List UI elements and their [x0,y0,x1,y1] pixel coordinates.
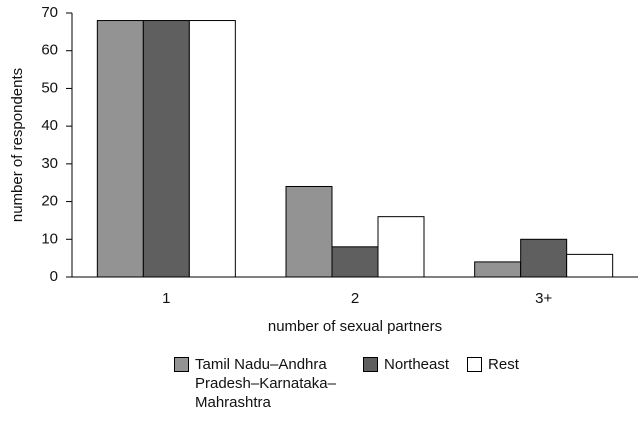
legend-item: Tamil Nadu–Andhra Pradesh–Karnataka–Mahr… [174,355,345,412]
x-tick-label: 1 [162,290,170,307]
bar [566,253,614,278]
bar [520,238,568,278]
bar [96,20,144,278]
x-tick-label: 3+ [535,290,552,307]
bar [377,216,425,278]
y-tick-label: 0 [50,268,58,285]
bar [474,261,522,278]
y-tick-label: 20 [41,193,58,210]
bar [285,185,333,278]
y-tick-label: 70 [41,4,58,21]
legend-label: Northeast [384,356,450,373]
bar [331,246,379,278]
y-tick-label: 60 [41,42,58,59]
y-tick-label: 50 [41,79,58,96]
legend-swatch [363,357,378,372]
legend-label: Rest [488,356,519,373]
legend-item: Rest [467,355,519,412]
legend-swatch [174,357,189,372]
x-tick-label: 2 [351,290,359,307]
y-tick-label: 40 [41,117,58,134]
legend-label: Tamil Nadu–Andhra Pradesh–Karnataka–Mahr… [195,356,336,411]
y-tick-label: 30 [41,155,58,172]
y-tick-label: 10 [41,230,58,247]
y-axis-title: number of respondents [9,68,26,222]
legend-swatch [467,357,483,372]
x-axis-title: number of sexual partners [268,318,442,335]
legend-item: Northeast [363,355,449,412]
legend: Tamil Nadu–Andhra Pradesh–Karnataka–Mahr… [174,355,519,412]
bar [142,20,190,278]
bar [188,20,236,278]
chart: number of sexual partners number of resp… [9,4,638,335]
